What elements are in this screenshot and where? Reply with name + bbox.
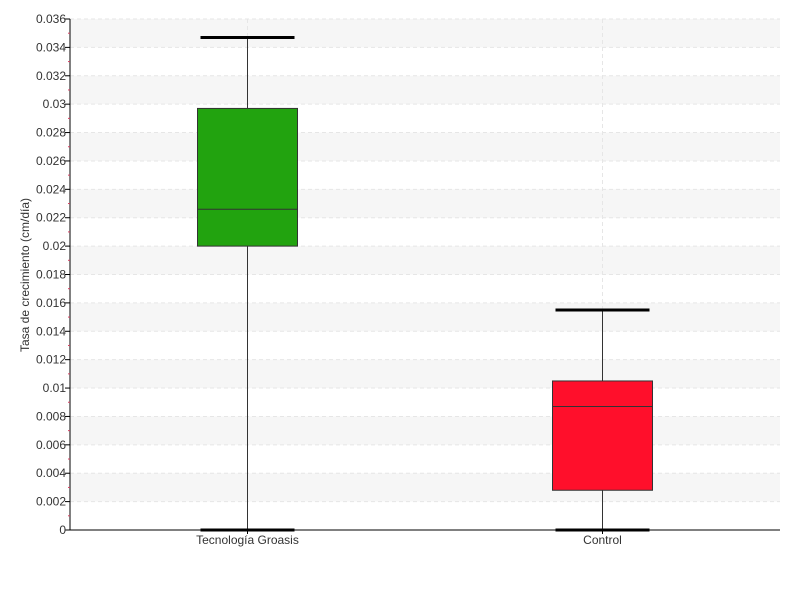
axes	[65, 18, 780, 534]
grid-band	[70, 416, 780, 445]
y-tick-label: 0.014	[36, 324, 66, 338]
box-iqr	[197, 107, 298, 247]
box-group	[552, 308, 653, 532]
y-tick-label: 0.028	[36, 126, 66, 140]
y-axis-title: Tasa de crecimiento (cm/día)	[18, 198, 32, 352]
y-tick-label: 0.018	[36, 268, 66, 282]
y-tick-label: 0.026	[36, 154, 66, 168]
y-tick-label: 0.034	[36, 40, 66, 54]
grid-band	[70, 75, 780, 105]
y-tick-label: 0	[59, 523, 66, 537]
grid-bands	[70, 19, 780, 502]
y-tick-label: 0.02	[43, 239, 67, 253]
grid-band	[70, 473, 780, 502]
y-tick-label: 0.03	[43, 97, 67, 111]
y-tick-label: 0.002	[36, 495, 66, 509]
y-tick-label: 0.024	[36, 182, 66, 196]
y-tick-label: 0.036	[36, 12, 66, 26]
grid-band	[70, 189, 780, 218]
box-series	[197, 35, 653, 532]
y-tick-label: 0.022	[36, 211, 66, 225]
y-tick-label: 0.012	[36, 353, 66, 367]
grid-lines	[70, 18, 780, 530]
grid-band	[70, 302, 780, 332]
grid-band	[70, 246, 780, 275]
x-category-label: Control	[583, 533, 622, 547]
y-tick-label: 0.008	[36, 409, 66, 423]
y-tick-label: 0.032	[36, 69, 66, 83]
grid-band	[70, 19, 780, 48]
y-tick-label: 0.01	[43, 381, 67, 395]
x-category-label: Tecnología Groasis	[196, 533, 299, 547]
box-iqr	[552, 380, 653, 491]
grid-band	[70, 132, 780, 161]
y-tick-label: 0.004	[36, 466, 66, 480]
box-group	[197, 35, 298, 532]
y-tick-label: 0.016	[36, 296, 66, 310]
y-tick-label: 0.006	[36, 438, 66, 452]
tick-labels: 0 0.002 0.004 0.006 0.008 0.01 0.012 0.014 0.016…	[36, 12, 622, 547]
grid-band	[70, 359, 780, 389]
